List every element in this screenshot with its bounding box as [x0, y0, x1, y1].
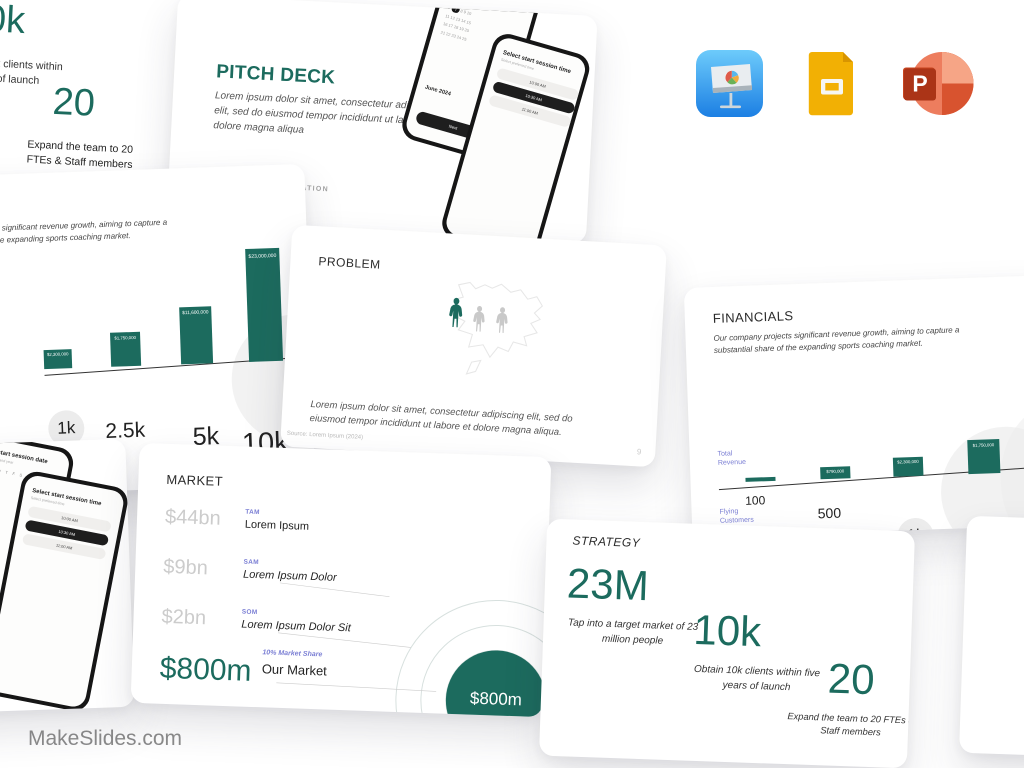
- svg-text:P: P: [912, 71, 927, 97]
- svg-text:$800m: $800m: [470, 689, 523, 710]
